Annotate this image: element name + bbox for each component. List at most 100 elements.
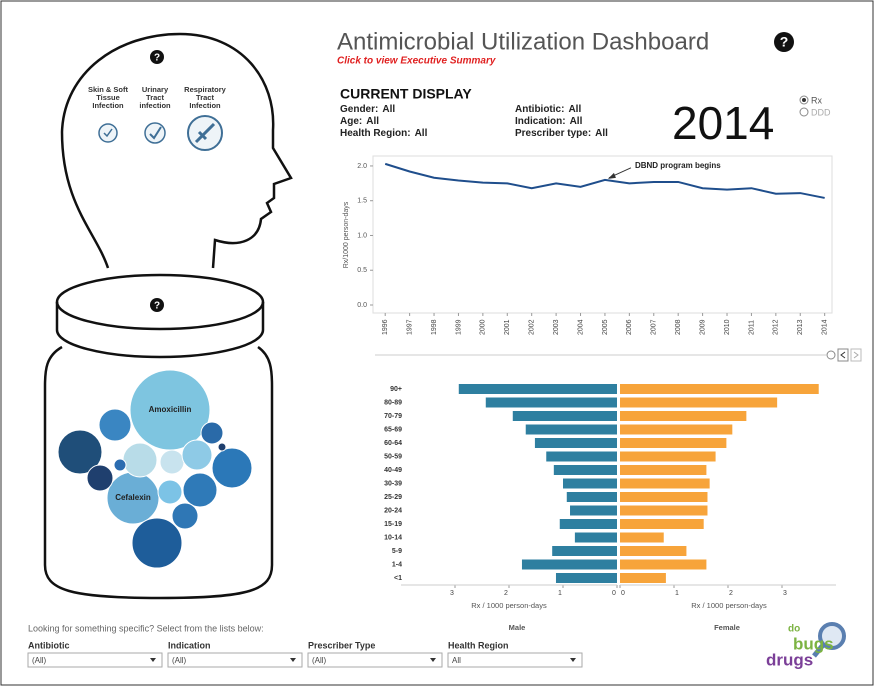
x-tick-label: 2003 [553,319,560,335]
category-label: 25-29 [384,494,402,501]
bar [526,425,617,435]
bar [567,492,617,502]
bubble[interactable] [99,409,131,441]
slider-handle[interactable] [827,351,835,359]
bubble[interactable] [132,518,182,568]
x-tick-label: 2007 [651,319,658,335]
x-tick-label: 2009 [699,319,706,335]
bar [620,452,716,462]
filter-label: Prescriber type: [515,128,591,139]
panel-label: Female [714,623,740,632]
bubble[interactable] [172,503,198,529]
bubble[interactable] [87,465,113,491]
bubble[interactable] [218,443,226,451]
y-tick-label: 2.0 [357,163,367,170]
annotation: DBND program begins [635,161,721,170]
bar [620,492,707,502]
x-tick-label: 2005 [602,319,609,335]
bubble-label: Cefalexin [115,493,151,502]
filter-value: All [366,116,379,127]
dropdown[interactable] [448,653,582,667]
slider-next[interactable] [851,349,861,361]
filter-label: Gender: [340,104,378,115]
x-tick-label: 2010 [724,319,731,335]
category-label: 40-49 [384,467,402,474]
help-icon-glyph: ? [154,301,160,312]
filter-label: Health Region: [340,128,411,139]
dropdown-value: All [452,656,461,665]
bar [459,384,617,394]
category-label: 15-19 [384,521,402,528]
infection-icon[interactable] [99,124,117,142]
bar [535,438,617,448]
bubble[interactable] [158,480,182,504]
panel-label: Male [509,623,526,632]
dashboard-title: Antimicrobial Utilization Dashboard [337,28,709,55]
bar [575,533,617,543]
filter-value: All [382,104,395,115]
bar [522,560,617,570]
bubble[interactable] [123,443,157,477]
summary-link[interactable]: Click to view Executive Summary [337,56,496,67]
bar [513,411,617,421]
x-tick-label: 0 [612,590,616,597]
bar [620,398,777,408]
bar [620,479,710,489]
filter-value: All [595,128,608,139]
bar [620,573,666,583]
x-tick-label: 2004 [577,319,584,335]
dropdown-label: Indication [168,640,211,650]
dropdown-value: (All) [312,656,327,665]
x-tick-label: 1 [558,590,562,597]
bubble[interactable] [160,450,184,474]
y-axis-label: Rx/1000 person-days [343,201,350,268]
bar [486,398,617,408]
x-tick-label: 3 [450,590,454,597]
y-tick-label: 0.5 [357,267,367,274]
category-label: 10-14 [384,534,402,541]
dropdown[interactable] [28,653,162,667]
dropdown-label: Health Region [448,640,509,650]
y-tick-label: 1.0 [357,232,367,239]
filter-summary: Gender: All [340,104,395,115]
bar [620,411,746,421]
filter-summary: Age:All [340,116,379,127]
x-tick-label: 1998 [431,319,438,335]
bubble[interactable] [212,448,252,488]
dashboard: Antimicrobial Utilization Dashboard ? Cl… [0,0,875,687]
x-tick-label: 2001 [504,319,511,335]
infection-icon[interactable] [145,123,165,143]
category-label: 70-79 [384,413,402,420]
bar [620,465,706,475]
radio[interactable] [800,108,808,116]
bar [552,546,617,556]
bubble[interactable] [182,440,212,470]
bubble-label: Amoxicillin [149,405,192,414]
bar [563,479,617,489]
category-label: 30-39 [384,480,402,487]
bubble[interactable] [114,459,126,471]
current-display-heading: CURRENT DISPLAY [340,86,472,102]
y-tick-label: 1.5 [357,198,367,205]
dropdown[interactable] [308,653,442,667]
bubble[interactable] [201,422,223,444]
filter-summary: Antibiotic:All [515,104,581,115]
category-label: 65-69 [384,426,402,433]
bubble[interactable] [183,473,217,507]
x-tick-label: 2002 [529,319,536,335]
filter-summary: Indication:All [515,116,583,127]
filter-summary: Prescriber type: All [515,128,608,139]
bar [546,452,617,462]
bar [620,533,664,543]
dropdown-value: (All) [172,656,187,665]
slider-prev[interactable] [838,349,848,361]
category-label: 60-64 [384,440,402,447]
category-label: 90+ [390,386,402,393]
bar [556,573,617,583]
dropdown[interactable] [168,653,302,667]
radio-label: Rx [811,95,822,105]
bar [620,384,819,394]
year: 2014 [672,97,774,149]
bar [620,560,706,570]
bar [560,519,617,529]
